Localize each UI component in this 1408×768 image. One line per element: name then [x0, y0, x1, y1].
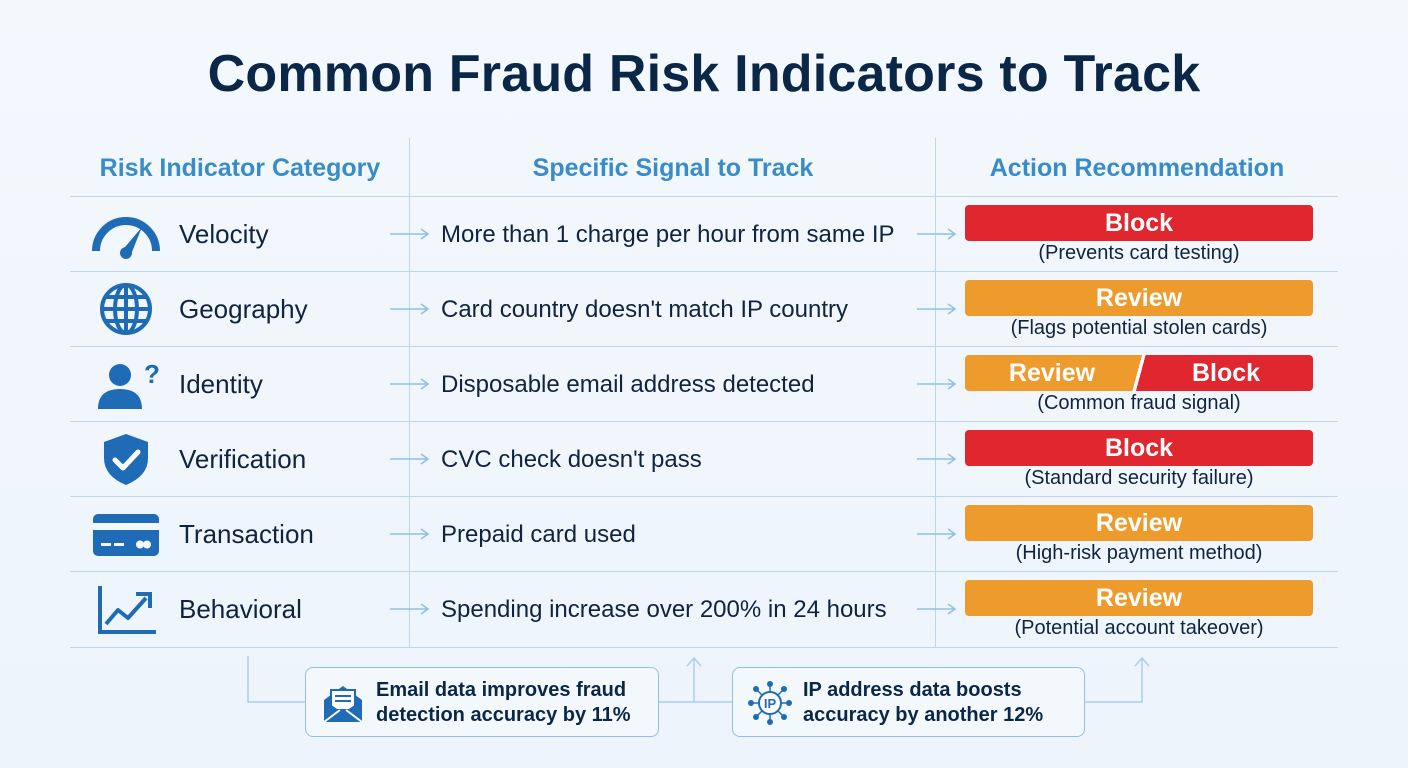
column-divider-2 — [935, 138, 936, 648]
svg-text:IP: IP — [764, 696, 777, 711]
action-badge-review: Review — [965, 505, 1313, 541]
action-note: (Flags potential stolen cards) — [1010, 317, 1268, 339]
arrow-right-icon — [917, 603, 957, 615]
row-divider — [70, 571, 1338, 572]
action-note: (Prevents card testing) — [1038, 242, 1240, 264]
credit-card-icon — [93, 514, 159, 556]
callout-email-line-1: Email data improves fraud — [376, 679, 627, 701]
arrow-right-icon — [390, 303, 430, 315]
arrow-right-icon — [390, 453, 430, 465]
row-divider — [70, 496, 1338, 497]
table-row-identity: ? Identity Disposable email address dete… — [70, 347, 1338, 422]
action-badge-review: Review — [965, 580, 1313, 616]
svg-text:?: ? — [144, 359, 160, 389]
category-label: Velocity — [179, 219, 269, 249]
table-row-verification: Verification CVC check doesn't pass Bloc… — [70, 422, 1338, 497]
category-label: Identity — [179, 369, 263, 399]
arrow-right-icon — [917, 228, 957, 240]
page-title: Common Fraud Risk Indicators to Track — [207, 45, 1201, 103]
arrow-right-icon — [917, 378, 957, 390]
header-category: Risk Indicator Category — [99, 154, 381, 182]
globe-icon — [100, 283, 152, 335]
action-badge-review-block: Review Block — [965, 355, 1313, 391]
signal-text: Card country doesn't match IP country — [441, 296, 849, 323]
column-divider-1 — [409, 138, 410, 648]
action-badge-review: Review — [965, 280, 1313, 316]
arrow-right-icon — [390, 228, 430, 240]
action-badge-block: Block — [965, 430, 1313, 466]
table-row-geography: Geography Card country doesn't match IP … — [70, 272, 1338, 347]
row-divider — [70, 196, 1338, 197]
table-row-transaction: Transaction Prepaid card used Review (Hi… — [70, 497, 1338, 572]
user-question-icon: ? — [98, 359, 160, 409]
signal-text: Disposable email address detected — [441, 371, 815, 398]
category-label: Verification — [179, 444, 307, 474]
action-note: (Potential account takeover) — [1014, 617, 1264, 639]
table-row-velocity: Velocity More than 1 charge per hour fro… — [70, 197, 1338, 272]
callout-email-line-2: detection accuracy by 11% — [376, 704, 631, 726]
arrow-right-icon — [917, 303, 957, 315]
header-action: Action Recommendation — [989, 154, 1285, 182]
shield-check-icon — [104, 434, 148, 485]
row-divider — [70, 271, 1338, 272]
ip-network-icon: IP — [748, 681, 792, 725]
action-note: (Standard security failure) — [1024, 467, 1254, 489]
row-divider — [70, 647, 1338, 648]
envelope-icon — [323, 686, 363, 723]
category-label: Transaction — [179, 519, 314, 549]
arrow-right-icon — [390, 603, 430, 615]
arrow-right-icon — [390, 378, 430, 390]
speedometer-icon — [92, 217, 160, 259]
action-badge-block-part: Block — [1191, 359, 1261, 387]
callout-email-data: Email data improves fraud detection accu… — [305, 667, 659, 737]
trend-up-chart-icon — [98, 586, 156, 634]
category-label: Behavioral — [179, 594, 302, 624]
arrow-right-icon — [917, 453, 957, 465]
callout-ip-line-1: IP address data boosts — [803, 679, 1022, 701]
action-badge-block: Block — [965, 205, 1313, 241]
row-divider — [70, 346, 1338, 347]
callout-ip-line-2: accuracy by another 12% — [803, 704, 1044, 726]
signal-text: CVC check doesn't pass — [441, 446, 702, 473]
row-divider — [70, 421, 1338, 422]
signal-text: Spending increase over 200% in 24 hours — [441, 596, 887, 623]
category-label: Geography — [179, 294, 308, 324]
signal-text: More than 1 charge per hour from same IP — [441, 221, 895, 248]
header-signal: Specific Signal to Track — [532, 154, 814, 182]
action-note: (Common fraud signal) — [1037, 392, 1241, 414]
arrow-right-icon — [390, 528, 430, 540]
action-badge-review-part: Review — [1008, 359, 1096, 387]
table-row-behavioral: Behavioral Spending increase over 200% i… — [70, 572, 1338, 647]
signal-text: Prepaid card used — [441, 521, 636, 548]
arrow-right-icon — [917, 528, 957, 540]
action-note: (High-risk payment method) — [1015, 542, 1263, 564]
callout-ip-data: IP IP address data boosts accuracy by an… — [732, 667, 1085, 737]
